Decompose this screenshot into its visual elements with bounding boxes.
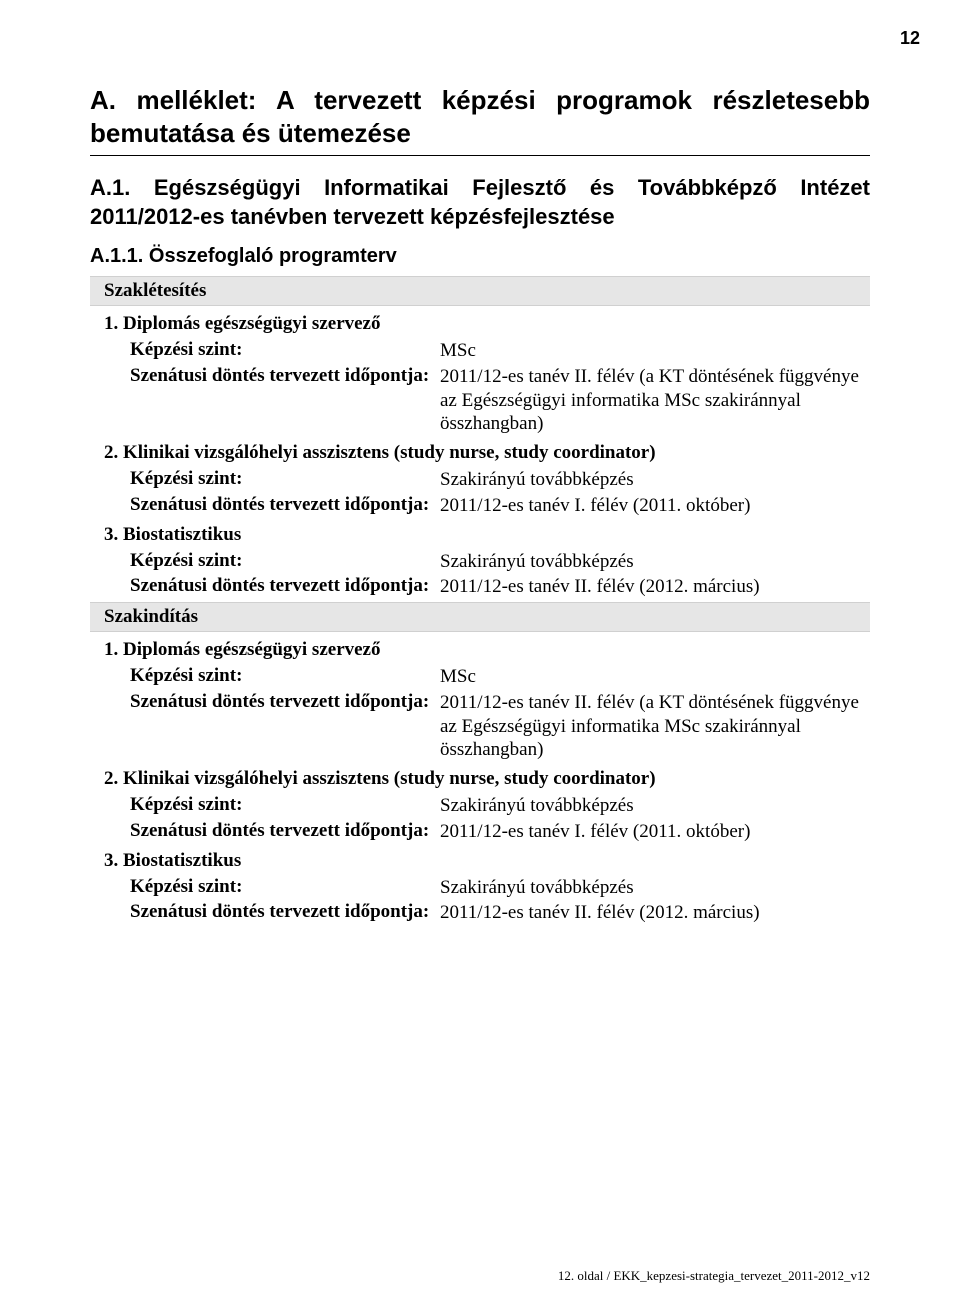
heading-subsub: A.1.1. Összefoglaló programterv — [90, 245, 870, 268]
value-timing: 2011/12-es tanév I. félév (2011. október… — [440, 494, 870, 518]
value-timing: 2011/12-es tanév I. félév (2011. október… — [440, 820, 870, 844]
label-level: Képzési szint: — [130, 550, 440, 572]
value-level: Szakirányú továbbképzés — [440, 550, 870, 574]
row-timing: Szenátusi döntés tervezett időpontja: 20… — [104, 900, 870, 926]
item-title: 1. Diplomás egészségügyi szervező — [104, 310, 870, 338]
page-number-top: 12 — [900, 28, 920, 49]
row-timing: Szenátusi döntés tervezett időpontja: 20… — [104, 364, 870, 437]
row-timing: Szenátusi döntés tervezett időpontja: 20… — [104, 493, 870, 519]
heading-sub: A.1. Egészségügyi Informatikai Fejlesztő… — [90, 174, 870, 231]
label-level: Képzési szint: — [130, 665, 440, 687]
page: 12 A. melléklet: A tervezett képzési pro… — [0, 0, 960, 1304]
item-title: 2. Klinikai vizsgálóhelyi asszisztens (s… — [104, 765, 870, 793]
list-item: 3. Biostatisztikus Képzési szint: Szakir… — [90, 847, 870, 927]
list-item: 1. Diplomás egészségügyi szervező Képzés… — [90, 310, 870, 437]
label-timing: Szenátusi döntés tervezett időpontja: — [130, 901, 440, 923]
heading-rule — [90, 155, 870, 156]
label-level: Képzési szint: — [130, 794, 440, 816]
row-level: Képzési szint: Szakirányú továbbképzés — [104, 875, 870, 901]
value-level: Szakirányú továbbképzés — [440, 794, 870, 818]
heading-main: A. melléklet: A tervezett képzési progra… — [90, 84, 870, 149]
item-title: 3. Biostatisztikus — [104, 521, 870, 549]
group-header-2: Szakindítás — [90, 602, 870, 632]
row-level: Képzési szint: Szakirányú továbbképzés — [104, 793, 870, 819]
row-level: Képzési szint: MSc — [104, 338, 870, 364]
group-header-1: Szaklétesítés — [90, 276, 870, 306]
value-timing: 2011/12-es tanév II. félév (a KT döntésé… — [440, 691, 870, 762]
label-level: Képzési szint: — [130, 468, 440, 490]
row-timing: Szenátusi döntés tervezett időpontja: 20… — [104, 690, 870, 763]
item-title: 1. Diplomás egészségügyi szervező — [104, 636, 870, 664]
item-title: 3. Biostatisztikus — [104, 847, 870, 875]
list-item: 2. Klinikai vizsgálóhelyi asszisztens (s… — [90, 765, 870, 845]
value-timing: 2011/12-es tanév II. félév (2012. márciu… — [440, 575, 870, 599]
value-level: MSc — [440, 665, 870, 689]
label-level: Képzési szint: — [130, 339, 440, 361]
footer-text: 12. oldal / EKK_kepzesi-strategia_tervez… — [558, 1268, 870, 1284]
list-item: 1. Diplomás egészségügyi szervező Képzés… — [90, 636, 870, 763]
value-level: Szakirányú továbbképzés — [440, 876, 870, 900]
row-level: Képzési szint: Szakirányú továbbképzés — [104, 467, 870, 493]
value-level: MSc — [440, 339, 870, 363]
row-timing: Szenátusi döntés tervezett időpontja: 20… — [104, 819, 870, 845]
row-level: Képzési szint: MSc — [104, 664, 870, 690]
label-timing: Szenátusi döntés tervezett időpontja: — [130, 691, 440, 713]
label-timing: Szenátusi döntés tervezett időpontja: — [130, 575, 440, 597]
value-timing: 2011/12-es tanév II. félév (2012. márciu… — [440, 901, 870, 925]
label-timing: Szenátusi döntés tervezett időpontja: — [130, 494, 440, 516]
row-level: Képzési szint: Szakirányú továbbképzés — [104, 549, 870, 575]
value-timing: 2011/12-es tanév II. félév (a KT döntésé… — [440, 365, 870, 436]
list-item: 2. Klinikai vizsgálóhelyi asszisztens (s… — [90, 439, 870, 519]
value-level: Szakirányú továbbképzés — [440, 468, 870, 492]
label-timing: Szenátusi döntés tervezett időpontja: — [130, 820, 440, 842]
label-level: Képzési szint: — [130, 876, 440, 898]
label-timing: Szenátusi döntés tervezett időpontja: — [130, 365, 440, 387]
list-item: 3. Biostatisztikus Képzési szint: Szakir… — [90, 521, 870, 601]
row-timing: Szenátusi döntés tervezett időpontja: 20… — [104, 574, 870, 600]
item-title: 2. Klinikai vizsgálóhelyi asszisztens (s… — [104, 439, 870, 467]
